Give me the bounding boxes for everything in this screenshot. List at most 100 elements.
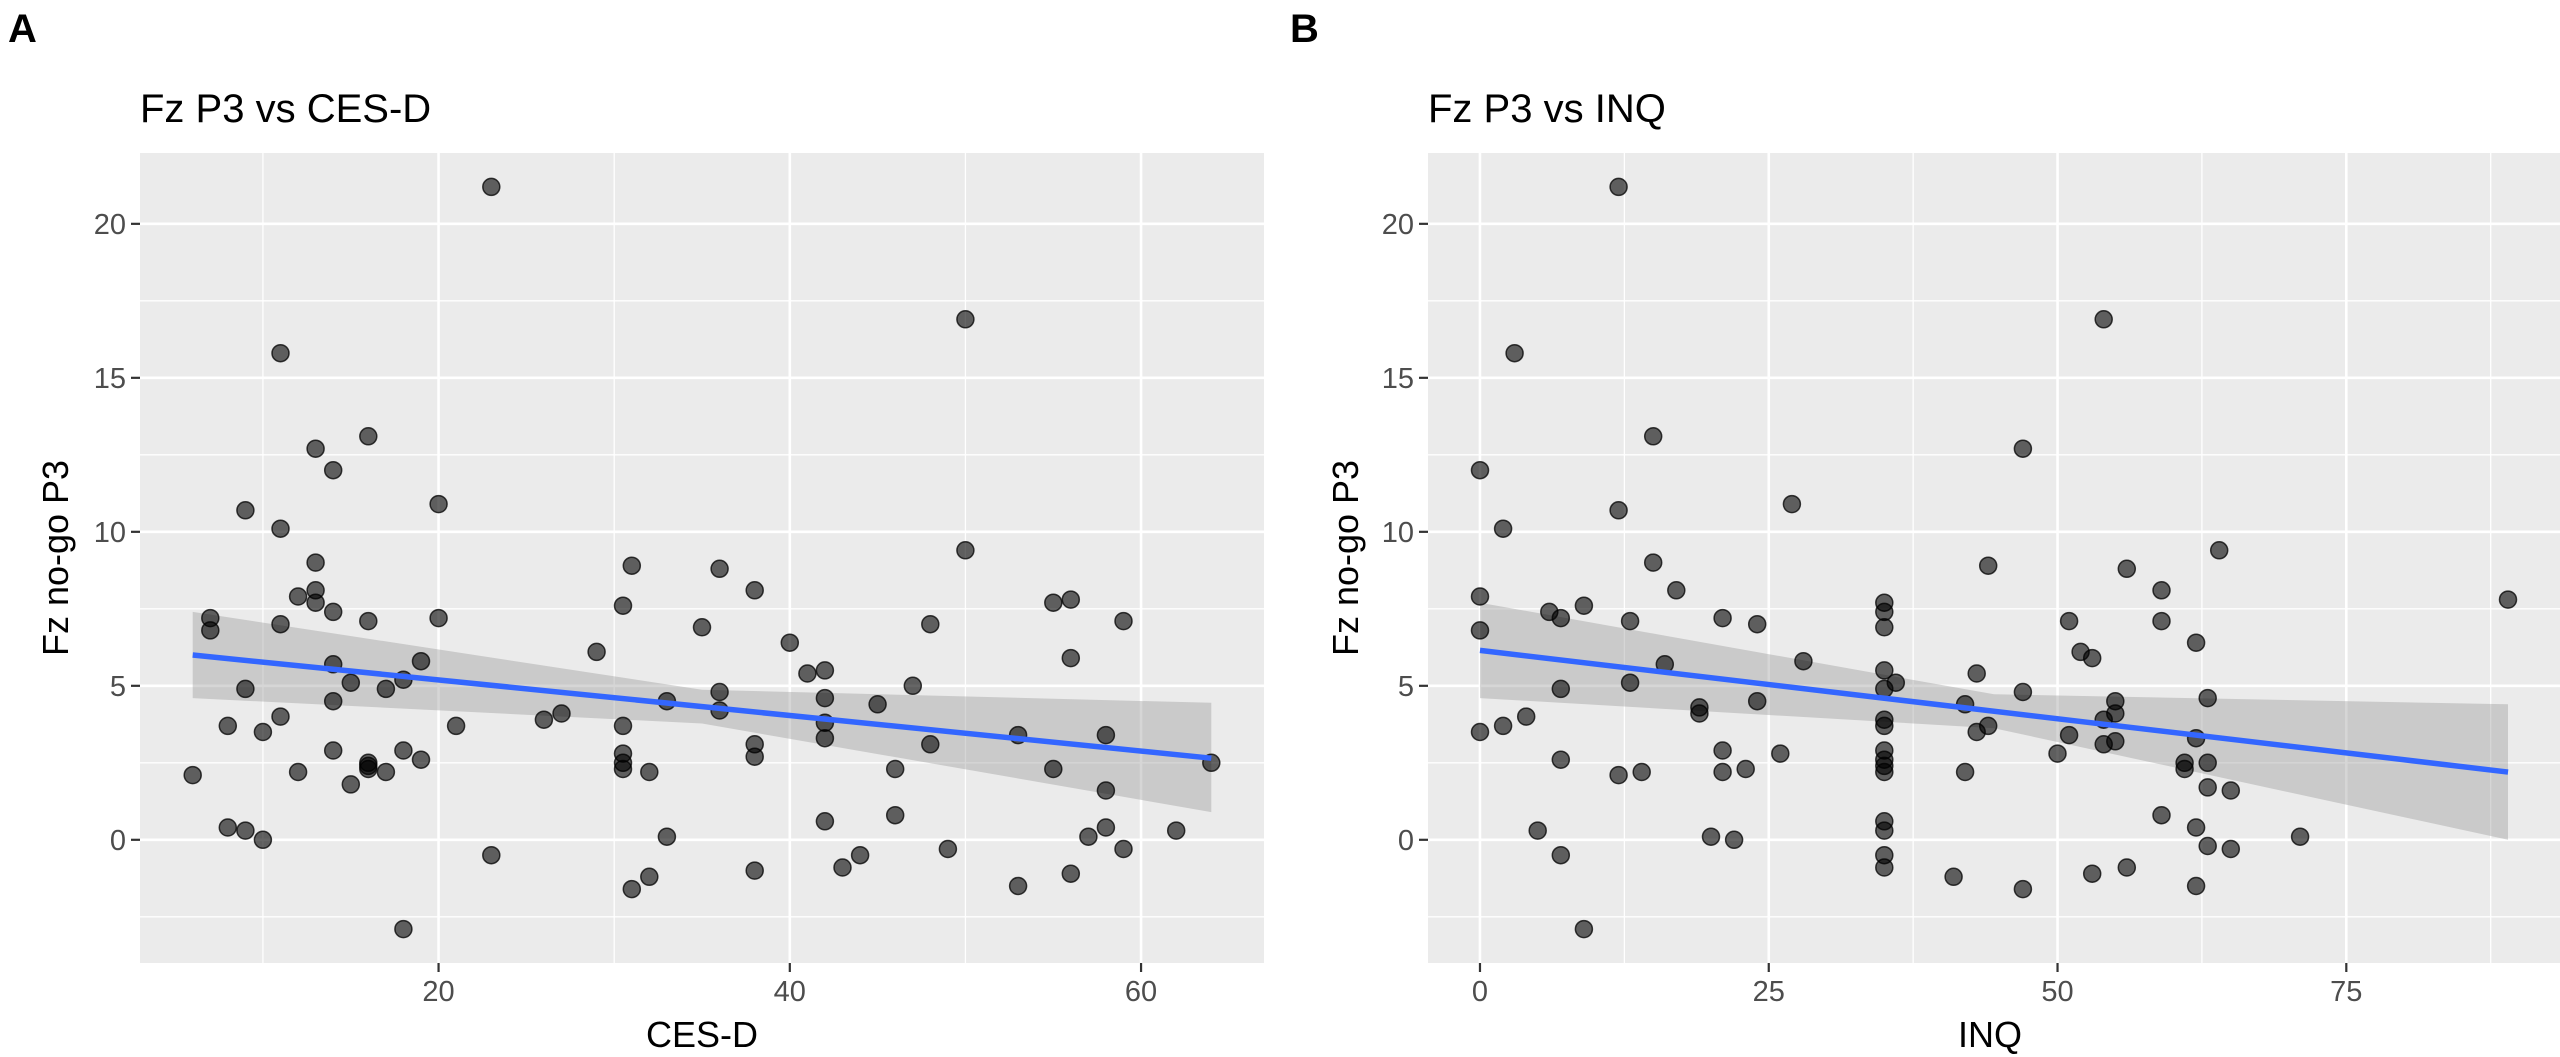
data-point <box>921 614 940 634</box>
y-tick-label: 10 <box>1382 517 1414 549</box>
data-point <box>2198 688 2217 708</box>
regression-line <box>192 652 1212 761</box>
y-tick-label: 10 <box>94 517 126 549</box>
data-point <box>288 762 308 782</box>
x-tick-label: 25 <box>1753 976 1785 1008</box>
data-point <box>1609 177 1628 197</box>
y-tick-label: 0 <box>110 825 126 857</box>
data-point <box>218 716 238 736</box>
data-point <box>341 673 361 692</box>
data-point <box>306 581 325 600</box>
data-point <box>815 661 835 680</box>
data-point <box>306 553 325 572</box>
data-point <box>341 775 361 794</box>
data-point <box>2082 648 2102 668</box>
data-point <box>359 753 378 773</box>
data-point <box>885 759 905 779</box>
data-point <box>1978 556 1998 575</box>
data-point <box>613 744 633 763</box>
data-point <box>868 695 887 714</box>
data-point <box>1747 614 1767 634</box>
x-tick-label: 60 <box>1125 976 1157 1008</box>
data-point <box>2186 818 2206 837</box>
data-point <box>1528 821 1547 840</box>
data-point <box>534 710 554 729</box>
data-point <box>938 839 958 859</box>
data-point <box>1493 716 1513 736</box>
data-point <box>429 494 448 514</box>
x-axis-title: CES-D <box>646 1014 758 1055</box>
data-point <box>1114 839 1133 859</box>
data-point <box>1114 611 1133 631</box>
data-point <box>482 845 501 865</box>
data-point <box>271 519 290 538</box>
data-point <box>1574 919 1594 939</box>
data-point <box>1061 864 1081 883</box>
data-point <box>1713 608 1732 628</box>
data-point <box>850 845 870 865</box>
data-point <box>1978 716 1998 736</box>
data-point <box>745 581 764 600</box>
data-point <box>288 587 308 606</box>
data-point <box>323 602 343 622</box>
data-point <box>815 812 835 831</box>
data-point <box>1551 750 1571 769</box>
data-point <box>271 343 290 363</box>
chart-title: Fz P3 vs CES-D <box>140 87 431 131</box>
data-point <box>1632 762 1651 782</box>
data-point <box>1516 707 1536 726</box>
y-tick-label: 20 <box>94 209 126 241</box>
data-point <box>2013 439 2033 458</box>
data-point <box>359 427 378 446</box>
y-tick-label: 5 <box>1398 671 1414 703</box>
scatter-points <box>1470 177 2518 939</box>
data-point <box>394 919 413 939</box>
data-point <box>1690 698 1709 717</box>
data-point <box>236 501 255 520</box>
data-point <box>780 633 800 652</box>
data-point <box>2048 744 2067 763</box>
data-point <box>2106 732 2125 751</box>
data-point <box>323 691 343 711</box>
data-point <box>446 716 466 736</box>
data-point <box>2186 876 2206 896</box>
panel-label: A <box>8 7 37 51</box>
panel-a: A Fz P3 vs CES-D 20 40 60 0 5 10 15 20 CES-D Fz… <box>8 7 1264 1055</box>
data-point <box>1875 710 1894 729</box>
data-point <box>2198 753 2217 773</box>
data-point <box>2175 753 2194 773</box>
data-point <box>1713 741 1732 760</box>
data-point <box>236 679 255 699</box>
data-point <box>2059 611 2079 631</box>
data-point <box>1875 741 1894 760</box>
data-point <box>482 177 501 197</box>
data-point <box>2198 836 2217 856</box>
data-point <box>903 676 923 696</box>
data-point <box>885 805 905 825</box>
data-point <box>622 556 642 575</box>
data-point <box>1643 427 1663 446</box>
data-point <box>2498 590 2518 609</box>
data-point <box>2152 805 2171 825</box>
data-point <box>1061 590 1081 609</box>
data-point <box>1701 827 1721 846</box>
data-point <box>640 762 659 782</box>
data-point <box>956 310 975 329</box>
axis-ticks: 0 25 50 75 0 5 10 15 20 <box>1382 209 2363 1008</box>
regression-line <box>1479 647 2509 775</box>
data-point <box>1079 827 1098 846</box>
data-point <box>201 608 220 628</box>
data-point <box>271 707 290 726</box>
data-point <box>323 460 343 480</box>
data-point <box>2209 541 2229 560</box>
data-point <box>2186 633 2206 652</box>
data-point <box>1875 661 1894 680</box>
data-point <box>2290 827 2310 846</box>
data-point <box>429 608 448 628</box>
data-point <box>1713 762 1732 782</box>
data-point <box>271 614 290 634</box>
data-point <box>1771 744 1790 763</box>
y-tick-label: 5 <box>110 671 126 703</box>
data-point <box>253 830 273 850</box>
data-point <box>710 559 729 579</box>
